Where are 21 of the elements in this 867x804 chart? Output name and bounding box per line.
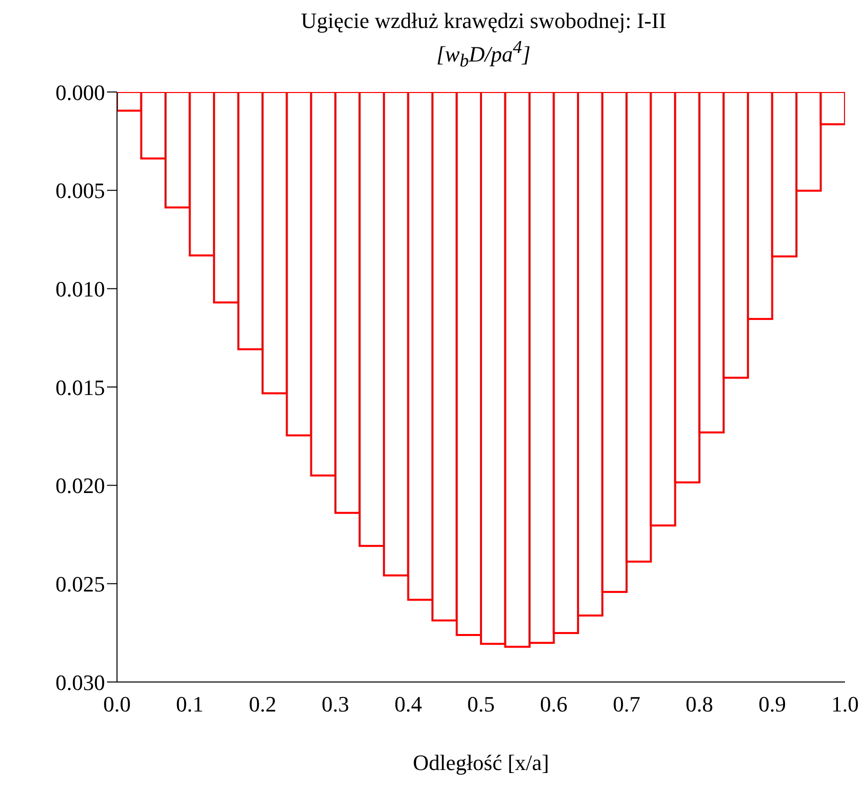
x-tick-label: 0.1	[176, 692, 204, 717]
x-tick-label: 0.6	[540, 692, 568, 717]
y-tick-label: 0.030	[56, 670, 105, 695]
x-tick-label: 0.7	[612, 692, 640, 717]
x-tick-label: 0.3	[322, 692, 350, 717]
x-tick-label: 0.8	[686, 692, 714, 717]
chart-title: Ugięcie wzdłuż krawędzi swobodnej: I-II	[300, 8, 668, 34]
y-tick-label: 0.010	[56, 276, 105, 302]
x-tick-label: 1.0	[831, 692, 859, 717]
y-tick-label: 0.000	[56, 80, 105, 105]
y-tick-label: 0.005	[56, 178, 105, 204]
x-tick-label: 0.0	[103, 692, 131, 717]
x-tick-label: 0.5	[467, 692, 495, 717]
x-tick-label: 0.9	[758, 692, 786, 717]
x-axis-title: Odległość [x/a]	[412, 750, 550, 775]
x-tick-label: 0.4	[394, 692, 422, 717]
y-tick-label: 0.015	[56, 374, 105, 400]
y-tick-label: 0.020	[56, 473, 105, 498]
y-tick-label: 0.025	[56, 571, 105, 596]
x-tick-label: 0.2	[248, 692, 276, 717]
chart-subtitle: [w$_{b}$D/pa$^{4}$]	[435, 36, 532, 73]
